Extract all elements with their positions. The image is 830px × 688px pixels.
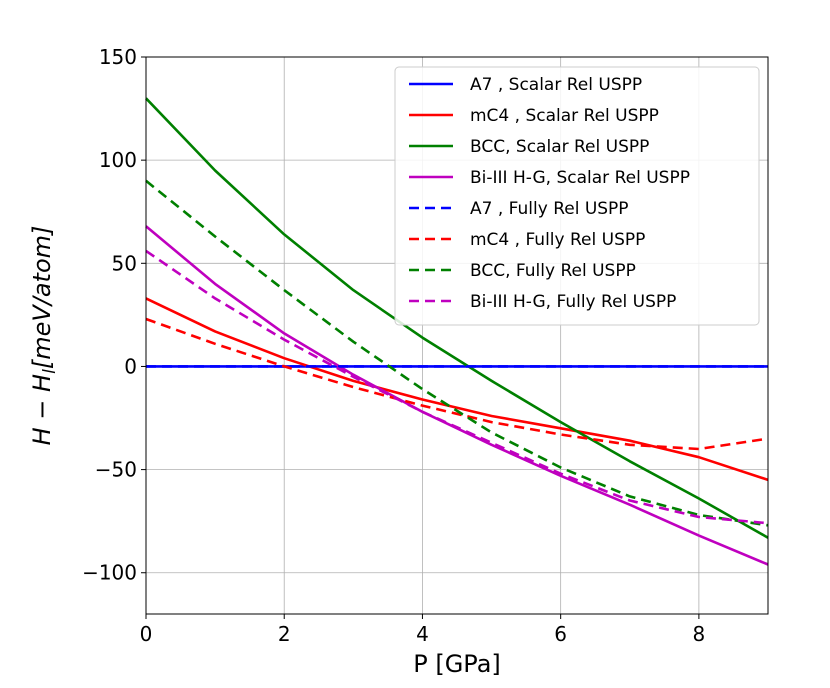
x-tick-label: 4 — [416, 622, 429, 646]
series-line-7 — [145, 179, 769, 527]
y-tick-label: 100 — [99, 148, 137, 172]
series-line-8 — [145, 249, 769, 525]
legend-label: A7 , Scalar Rel USPP — [470, 75, 642, 95]
y-tick-label: 50 — [112, 251, 137, 275]
series-line-2 — [145, 297, 769, 482]
y-tick-label: 0 — [124, 354, 137, 378]
x-tick-label: 8 — [693, 622, 706, 646]
legend-label: mC4 , Scalar Rel USPP — [470, 106, 659, 126]
legend-label: mC4 , Fully Rel USPP — [470, 230, 645, 250]
legend-box — [394, 66, 760, 326]
y-axis-label-main: H − H — [28, 374, 56, 445]
x-tick-label: 2 — [278, 622, 291, 646]
plot-frame — [145, 56, 769, 615]
x-axis-label: P [GPa] — [413, 650, 501, 678]
y-tick-label: −50 — [95, 458, 137, 482]
series-line-6 — [145, 317, 769, 451]
legend-label: BCC, Fully Rel USPP — [470, 261, 636, 281]
legend-label: A7 , Fully Rel USPP — [470, 199, 629, 219]
legend-label: Bi-III H-G, Scalar Rel USPP — [470, 168, 690, 188]
y-axis-label: H − Hl[meV/atom] — [28, 226, 60, 446]
legend-label: Bi-III H-G, Fully Rel USPP — [470, 292, 676, 312]
y-axis-label-rest: [meV/atom] — [28, 226, 56, 370]
series-lines — [145, 97, 769, 566]
y-axis-label-sub: l — [40, 369, 60, 374]
x-tick-label: 6 — [554, 622, 567, 646]
legend-label: BCC, Scalar Rel USPP — [470, 137, 649, 157]
y-tick-label: −100 — [82, 561, 137, 585]
series-line-3 — [145, 97, 769, 539]
legend: A7 , Scalar Rel USPP mC4 , Scalar Rel USP… — [394, 66, 760, 326]
axis-ticks: 0 2 4 6 8 −100 −50 0 50 100 150 — [82, 45, 705, 646]
x-tick-label: 0 — [140, 622, 153, 646]
y-tick-label: 150 — [99, 45, 137, 69]
